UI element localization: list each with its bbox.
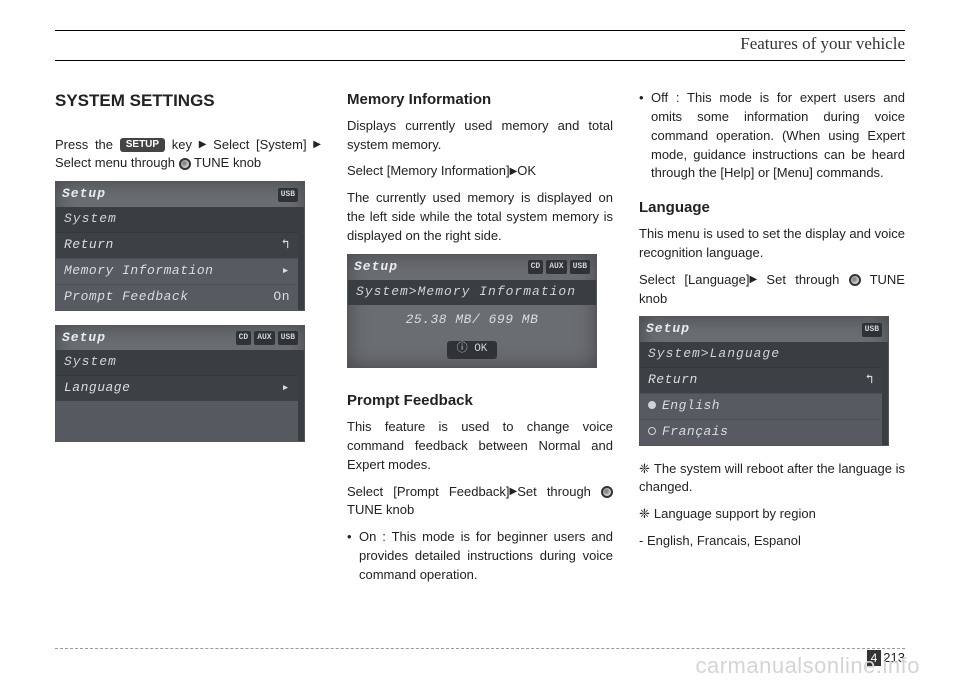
lcd-row-francais: Français: [640, 419, 882, 445]
lcd-title: Setup: [354, 258, 398, 277]
memory-info-heading: Memory Information: [347, 89, 613, 111]
lcd-row-return: Return↰: [640, 367, 882, 393]
lcd-titlebar: Setup USB: [640, 317, 888, 342]
footer-dashed-line: [55, 648, 905, 649]
note-region: Language support by region: [639, 505, 905, 524]
arrow-icon: ▶: [313, 138, 321, 153]
column-1: SYSTEM SETTINGS Press the SETUP key ▶ Se…: [55, 89, 321, 593]
prompt-feedback-heading: Prompt Feedback: [347, 390, 613, 412]
aux-badge: AUX: [546, 260, 566, 274]
watermark: carmanualsonline.info: [695, 653, 920, 679]
lcd-row-english: English: [640, 393, 882, 419]
usb-badge: USB: [278, 188, 298, 202]
tune-knob-icon: [849, 274, 861, 286]
lcd-sub: System: [56, 207, 298, 232]
lcd-title: Setup: [646, 320, 690, 339]
cd-badge: CD: [236, 331, 252, 345]
scrollbar: [298, 207, 304, 309]
system-settings-heading: SYSTEM SETTINGS: [55, 89, 321, 114]
page: Features of your vehicle SYSTEM SETTINGS…: [0, 0, 960, 593]
lcd-row-prompt: Prompt FeedbackOn: [56, 284, 298, 310]
header-rule-top: [55, 30, 905, 31]
lcd-title: Setup: [62, 329, 106, 348]
lcd-sub: System>Language: [640, 342, 882, 367]
lcd-title: Setup: [62, 185, 106, 204]
note-languages: English, Francais, Espanol: [639, 532, 905, 551]
lcd-memory-info: Setup CD AUX USB System>Memory Informati…: [347, 254, 597, 368]
memory-info-p3: The currently used memory is displayed o…: [347, 189, 613, 246]
lcd-sub: System: [56, 350, 298, 375]
text: key: [172, 137, 192, 152]
lcd-badges: CD AUX USB: [236, 331, 298, 345]
lcd-setup-system: Setup USB System Return↰ Memory Informat…: [55, 181, 305, 310]
setup-key-icon: SETUP: [120, 138, 165, 153]
usb-badge: USB: [570, 260, 590, 274]
return-icon: ↰: [866, 371, 874, 390]
lcd-titlebar: Setup CD AUX USB: [348, 255, 596, 280]
radio-unselected-icon: [648, 427, 656, 435]
scrollbar: [298, 350, 304, 441]
tune-knob-icon: [601, 486, 613, 498]
chevron-right-icon: ▸: [282, 262, 290, 281]
lcd-badges: USB: [278, 188, 298, 202]
scrollbar: [882, 342, 888, 444]
memory-value: 25.38 MB/ 699 MB: [348, 305, 596, 336]
prompt-off-item: Off : This mode is for expert users and …: [639, 89, 905, 183]
lcd-row-language: Language▸: [56, 375, 298, 401]
text: Select menu through: [55, 155, 179, 170]
ok-button-icon: ⓘ OK: [447, 341, 498, 359]
lcd-row-return: Return↰: [56, 232, 298, 258]
tune-knob-icon: [179, 158, 191, 170]
lcd-badges: CD AUX USB: [528, 260, 590, 274]
note-reboot: The system will reboot after the languag…: [639, 460, 905, 498]
lcd-titlebar: Setup CD AUX USB: [56, 326, 304, 351]
text: Select [System]: [213, 137, 313, 152]
prompt-list-cont: Off : This mode is for expert users and …: [639, 89, 905, 183]
prompt-p1: This feature is used to change voice com…: [347, 418, 613, 475]
usb-badge: USB: [278, 331, 298, 345]
lcd-badges: USB: [862, 323, 882, 337]
prompt-on-item: On : This mode is for beginner users and…: [347, 528, 613, 585]
lcd-setup-language-menu: Setup CD AUX USB System Language▸: [55, 325, 305, 443]
chevron-right-icon: ▸: [282, 379, 290, 398]
column-2: Memory Information Displays currently us…: [347, 89, 613, 593]
memory-info-p1: Displays currently used memory and total…: [347, 117, 613, 155]
header-title: Features of your vehicle: [55, 34, 905, 61]
press-instruction: Press the SETUP key ▶ Select [System] ▶ …: [55, 136, 321, 174]
text: Press the: [55, 137, 120, 152]
lcd-padding: [56, 401, 298, 441]
lcd-sub: System>Memory Information: [348, 280, 596, 305]
memory-info-p2: Select [Memory Information]▶OK: [347, 162, 613, 181]
lcd-row-memory: Memory Information▸: [56, 258, 298, 284]
language-p1: This menu is used to set the display and…: [639, 225, 905, 263]
radio-selected-icon: [648, 401, 656, 409]
ok-wrap: ⓘ OK: [348, 335, 596, 367]
prompt-list: On : This mode is for beginner users and…: [347, 528, 613, 585]
cd-badge: CD: [528, 260, 544, 274]
language-p2: Select [Language]▶ Set through TUNE knob: [639, 271, 905, 309]
columns: SYSTEM SETTINGS Press the SETUP key ▶ Se…: [55, 89, 905, 593]
column-3: Off : This mode is for expert users and …: [639, 89, 905, 593]
return-icon: ↰: [282, 236, 290, 255]
text: TUNE knob: [194, 155, 261, 170]
prompt-p2: Select [Prompt Feedback]▶Set through TUN…: [347, 483, 613, 521]
arrow-icon: ▶: [199, 138, 207, 153]
lcd-language: Setup USB System>Language Return↰ Englis…: [639, 316, 889, 445]
lcd-titlebar: Setup USB: [56, 182, 304, 207]
usb-badge: USB: [862, 323, 882, 337]
aux-badge: AUX: [254, 331, 274, 345]
language-heading: Language: [639, 197, 905, 219]
